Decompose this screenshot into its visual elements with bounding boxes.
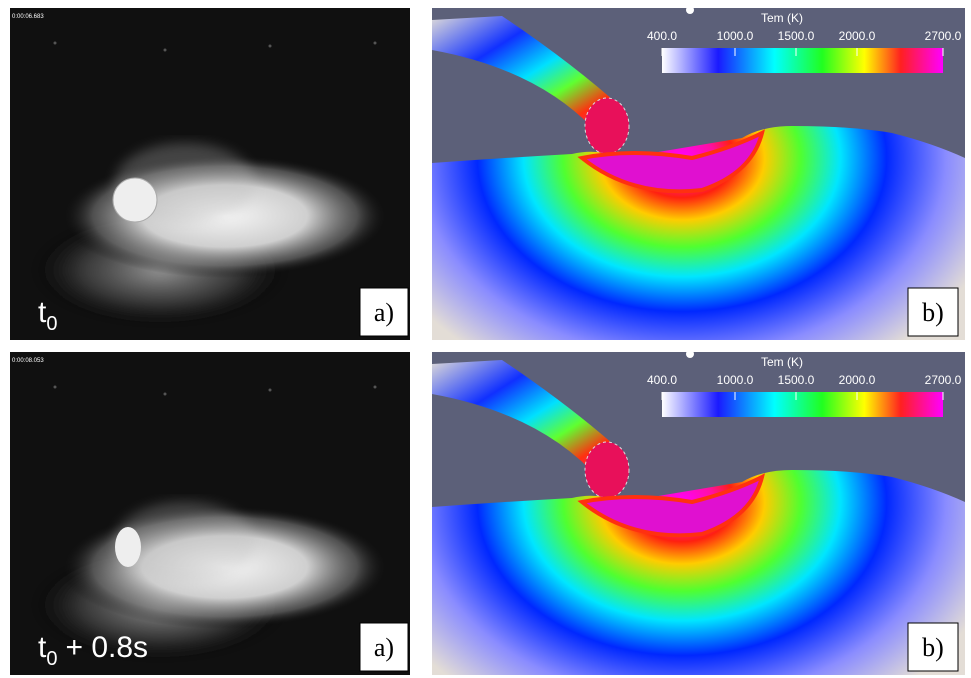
dust	[54, 386, 57, 389]
colorbar-tick-label: 2000.0	[839, 29, 876, 43]
panel-tag: a)	[374, 633, 394, 662]
dust	[164, 49, 167, 52]
panel-tag: a)	[374, 298, 394, 327]
simulation-panel: Tem (K) 400.0 1000.0 1500.0 2000.0 2700.0 b)	[432, 350, 965, 675]
dust	[374, 386, 377, 389]
simulation-panel: Tem (K) 400.0 1000.0 1500.0 2000.0 2700.0 b)	[432, 6, 965, 340]
dust	[269, 389, 272, 392]
timestamp: 0:00:06.683	[12, 14, 44, 20]
dust	[269, 45, 272, 48]
colorbar-tick-label: 400.0	[647, 29, 677, 43]
dust	[54, 42, 57, 45]
time-suffix: + 0.8s	[65, 631, 148, 664]
melt-droplet	[585, 442, 629, 498]
droplet	[115, 527, 141, 567]
timestamp: 0:00:08.053	[12, 358, 44, 364]
dust	[164, 393, 167, 396]
time-subscript: 0	[46, 313, 57, 335]
colorbar-tick-label: 2700.0	[925, 373, 962, 387]
droplet	[113, 178, 157, 222]
colorbar	[662, 48, 943, 73]
panel-tag: b)	[922, 633, 944, 662]
colorbar-tick-label: 400.0	[647, 373, 677, 387]
colorbar-tick-label: 1000.0	[717, 373, 754, 387]
marker	[686, 6, 694, 14]
colorbar-tick-label: 2700.0	[925, 29, 962, 43]
dust	[374, 42, 377, 45]
figure: 0:00:06.683t0a)Tem (K)400.01000.01500.02…	[0, 0, 971, 678]
colorbar-tick-label: 1500.0	[778, 29, 815, 43]
time-subscript: 0	[46, 648, 57, 670]
colorbar-tick-label: 2000.0	[839, 373, 876, 387]
colorbar-title: Tem (K)	[761, 11, 803, 25]
colorbar-tick-label: 1500.0	[778, 373, 815, 387]
colorbar-title: Tem (K)	[761, 355, 803, 369]
melt-droplet	[585, 98, 629, 154]
marker	[686, 350, 694, 358]
page: 0:00:06.683t0a)Tem (K)400.01000.01500.02…	[0, 0, 971, 678]
colorbar	[662, 392, 943, 417]
colorbar-tick-label: 1000.0	[717, 29, 754, 43]
panel-tag: b)	[922, 298, 944, 327]
